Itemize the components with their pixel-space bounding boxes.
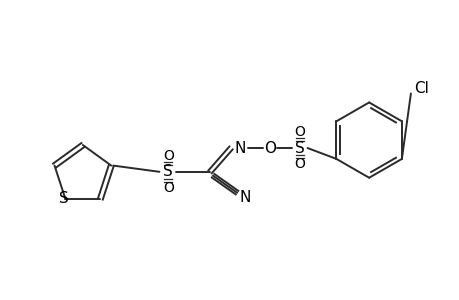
Text: O: O [162,181,174,195]
Text: S: S [59,191,69,206]
Text: S: S [163,164,173,179]
Text: S: S [294,140,304,155]
Text: N: N [234,140,245,155]
Text: N: N [239,190,250,205]
Text: O: O [162,149,174,163]
Text: O: O [293,125,304,139]
Text: O: O [263,140,275,155]
Text: O: O [293,157,304,171]
Text: Cl: Cl [414,81,428,96]
